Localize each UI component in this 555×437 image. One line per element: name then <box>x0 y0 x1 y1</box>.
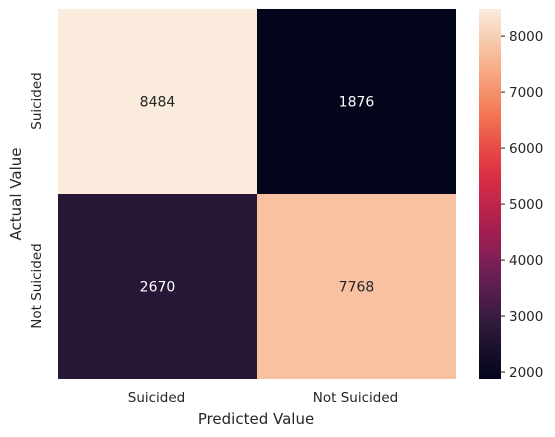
colorbar-tick-label-4000: 4000 <box>509 253 543 269</box>
x-axis-label: Predicted Value <box>198 410 314 428</box>
y-tick-label-suicided: Suicided <box>29 72 45 130</box>
cell-value-label-r1-c1: 7768 <box>339 280 375 296</box>
colorbar-tick-label-6000: 6000 <box>509 141 543 157</box>
heatmap-cell-r0-c1 <box>257 9 456 194</box>
heatmap-cell-r1-c0 <box>58 194 257 379</box>
colorbar <box>479 9 501 379</box>
colorbar-tick-label-7000: 7000 <box>509 85 543 101</box>
y-axis-label: Actual Value <box>7 148 25 241</box>
colorbar-tick-label-5000: 5000 <box>509 197 543 213</box>
heatmap-cell-r0-c0 <box>58 9 257 194</box>
colorbar-ticks: 2000 3000 4000 5000 6000 7000 8000 <box>501 29 543 381</box>
cell-value-labels: 8484 1876 2670 7768 <box>140 95 375 296</box>
cell-value-label-r0-c1: 1876 <box>339 95 375 111</box>
heatmap-cells <box>58 9 456 379</box>
x-tick-label-suicided: Suicided <box>128 390 186 406</box>
y-tick-label-not-suicided: Not Suicided <box>29 243 45 328</box>
cell-value-label-r0-c0: 8484 <box>140 95 176 111</box>
colorbar-tick-label-3000: 3000 <box>509 309 543 325</box>
heatmap-cell-r1-c1 <box>257 194 456 379</box>
x-tick-label-not-suicided: Not Suicided <box>313 390 398 406</box>
colorbar-tick-label-2000: 2000 <box>509 365 543 381</box>
cell-value-label-r1-c0: 2670 <box>140 280 176 296</box>
colorbar-tick-label-8000: 8000 <box>509 29 543 45</box>
